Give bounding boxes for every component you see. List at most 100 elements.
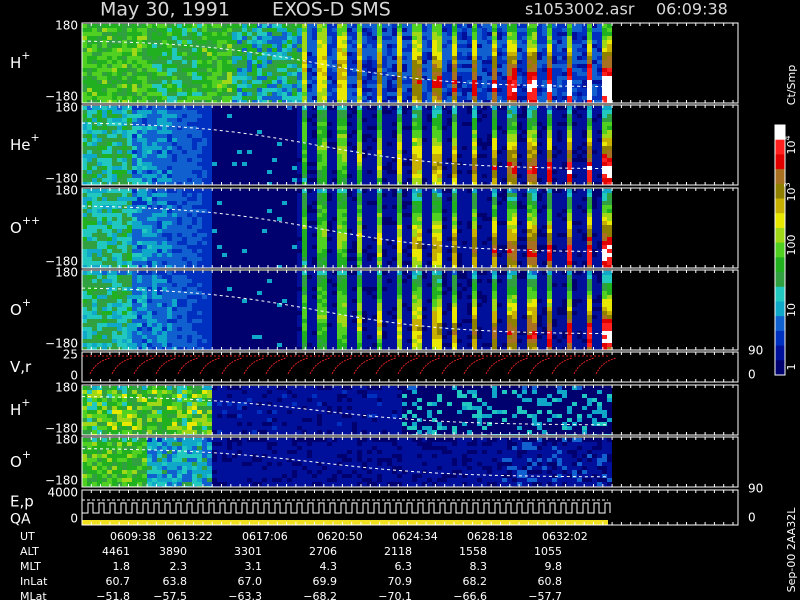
cell	[587, 142, 592, 146]
cell	[527, 114, 532, 118]
cell	[287, 60, 292, 64]
cell	[502, 110, 507, 114]
cell	[467, 92, 472, 96]
cell	[112, 44, 117, 48]
cell	[127, 142, 132, 146]
cell	[497, 52, 502, 56]
cell	[152, 241, 157, 245]
cell	[372, 162, 377, 166]
cell	[262, 182, 267, 185]
cell	[247, 150, 252, 154]
cell	[177, 257, 182, 261]
cell	[417, 68, 422, 72]
cell	[192, 158, 197, 162]
cell	[462, 122, 467, 126]
cell	[137, 114, 142, 118]
cell	[152, 76, 157, 80]
cell	[242, 72, 247, 76]
cell	[147, 241, 152, 245]
cell	[522, 182, 527, 185]
cell	[132, 72, 137, 76]
cell	[607, 60, 612, 64]
cell	[547, 24, 552, 28]
cell	[337, 170, 342, 174]
cell	[392, 166, 397, 170]
cell	[202, 126, 207, 130]
cell	[522, 72, 527, 76]
cell	[97, 122, 102, 126]
cell	[492, 52, 497, 56]
cell	[257, 233, 262, 237]
cell	[252, 237, 257, 241]
cell	[312, 134, 317, 138]
cell	[492, 96, 497, 100]
cell	[562, 64, 567, 68]
cell	[367, 166, 372, 170]
cell	[312, 142, 317, 146]
cell	[532, 146, 537, 150]
cell	[92, 201, 97, 205]
cell	[312, 138, 317, 142]
cell	[297, 56, 302, 60]
cell	[152, 182, 157, 185]
cell	[387, 126, 392, 130]
cell	[257, 68, 262, 72]
cell	[202, 154, 207, 158]
cell	[492, 56, 497, 60]
cell	[592, 150, 597, 154]
cell	[267, 60, 272, 64]
cell	[237, 56, 242, 60]
cell	[437, 166, 442, 170]
cell	[527, 130, 532, 134]
cell	[152, 52, 157, 56]
cell	[277, 24, 282, 28]
cell	[122, 261, 127, 265]
cell	[162, 249, 167, 253]
cell	[132, 146, 137, 150]
cell	[152, 88, 157, 92]
cell	[157, 60, 162, 64]
cell	[97, 100, 102, 103]
cell	[102, 213, 107, 217]
cell	[137, 237, 142, 241]
cell	[227, 182, 232, 185]
cell	[522, 146, 527, 150]
cell	[277, 40, 282, 44]
cell	[492, 178, 497, 182]
cell	[252, 213, 257, 217]
cell	[592, 84, 597, 88]
cell	[587, 162, 592, 166]
cell	[102, 237, 107, 241]
cell	[157, 201, 162, 205]
cell	[87, 142, 92, 146]
cell	[207, 138, 212, 142]
cell	[97, 32, 102, 36]
cell	[572, 162, 577, 166]
cell	[107, 110, 112, 114]
cell	[362, 32, 367, 36]
cell	[592, 40, 597, 44]
cell	[332, 166, 337, 170]
cell	[317, 92, 322, 96]
cell	[137, 130, 142, 134]
cell	[602, 126, 607, 130]
cell	[382, 68, 387, 72]
cell	[372, 174, 377, 178]
cell	[302, 130, 307, 134]
cell	[512, 118, 517, 122]
cell	[202, 80, 207, 84]
cell	[162, 197, 167, 201]
cell	[197, 118, 202, 122]
cell	[487, 142, 492, 146]
cell	[157, 245, 162, 249]
cell	[542, 80, 547, 84]
cell	[287, 154, 292, 158]
cell	[102, 253, 107, 257]
cell	[372, 146, 377, 150]
cell	[497, 178, 502, 182]
cell	[487, 138, 492, 142]
cell	[192, 182, 197, 185]
cell	[302, 84, 307, 88]
cell	[522, 110, 527, 114]
cell	[522, 158, 527, 162]
